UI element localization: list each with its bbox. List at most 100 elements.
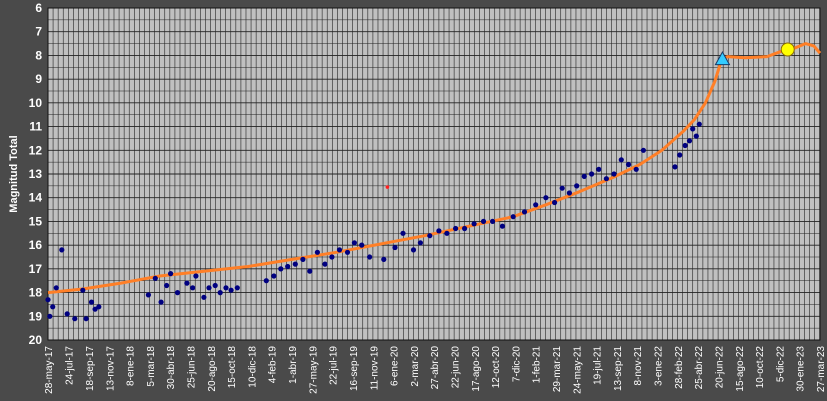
observation-point bbox=[417, 240, 423, 246]
observation-point bbox=[92, 306, 98, 312]
x-tick-label: 8-ene-18 bbox=[126, 346, 137, 386]
observation-point bbox=[234, 285, 240, 291]
observation-point bbox=[510, 214, 516, 220]
trend-line bbox=[47, 42, 822, 295]
observation-point bbox=[625, 161, 632, 168]
x-tick-label: 6-ene-20 bbox=[390, 346, 401, 386]
special-markers bbox=[385, 42, 795, 189]
observation-point bbox=[174, 290, 181, 296]
observation-point bbox=[480, 218, 487, 224]
x-tick-label: 4-feb-19 bbox=[268, 346, 279, 384]
x-tick-label: 24-may-21 bbox=[572, 346, 583, 394]
x-tick-label: 22-jun-20 bbox=[450, 346, 461, 389]
x-tick-label: 20-ago-18 bbox=[207, 346, 218, 392]
circle-marker bbox=[780, 42, 795, 57]
observation-point bbox=[381, 256, 387, 262]
x-tick-label: 15-oct-18 bbox=[227, 346, 238, 389]
x-tick-label: 13-sep-21 bbox=[613, 346, 624, 391]
y-tick-label: 15 bbox=[29, 214, 43, 228]
observation-point bbox=[285, 263, 291, 270]
observation-point bbox=[693, 133, 699, 139]
observation-point bbox=[618, 157, 624, 163]
y-tick-label: 10 bbox=[29, 96, 43, 110]
observation-point bbox=[152, 275, 158, 281]
outlier-point bbox=[385, 185, 390, 189]
x-tick-label: 27-abr-20 bbox=[430, 346, 441, 390]
observation-point bbox=[677, 152, 683, 158]
observation-point bbox=[471, 221, 477, 227]
x-tick-label: 12-oct-20 bbox=[491, 346, 502, 389]
observation-point bbox=[206, 285, 212, 291]
x-tick-label: 16-sep-19 bbox=[349, 346, 360, 391]
y-tick-label: 9 bbox=[35, 72, 42, 86]
y-tick-label: 19 bbox=[29, 309, 43, 323]
plot-border bbox=[47, 7, 821, 341]
observation-point bbox=[589, 171, 595, 177]
observation-point bbox=[201, 294, 207, 300]
y-tick-label: 14 bbox=[29, 191, 43, 205]
x-tick-label: 1-abr-19 bbox=[288, 346, 299, 384]
observation-point bbox=[145, 292, 151, 298]
observation-point bbox=[521, 209, 528, 215]
observation-point bbox=[263, 278, 269, 284]
y-tick-label: 11 bbox=[29, 120, 42, 134]
observation-point bbox=[359, 242, 365, 248]
x-tick-label: 2-mar-20 bbox=[410, 346, 421, 387]
x-tick-label: 10-oct-22 bbox=[755, 346, 766, 389]
observation-point bbox=[682, 142, 688, 149]
x-tick-label: 5-mar-18 bbox=[146, 346, 157, 387]
observation-points bbox=[45, 121, 702, 322]
grid bbox=[47, 7, 820, 341]
observation-point bbox=[453, 225, 459, 232]
observation-point bbox=[80, 287, 86, 293]
y-tick-label: 16 bbox=[29, 238, 43, 252]
x-tick-label: 7-dic-20 bbox=[511, 346, 522, 383]
observation-point bbox=[64, 311, 70, 317]
observation-point bbox=[59, 247, 65, 253]
observation-point bbox=[672, 164, 678, 170]
observation-point bbox=[307, 268, 313, 274]
x-tick-label: 19-jul-21 bbox=[593, 346, 604, 385]
x-tick-label: 13-nov-17 bbox=[105, 346, 116, 391]
observation-point bbox=[611, 171, 617, 177]
y-tick-label: 18 bbox=[29, 286, 43, 300]
observation-point bbox=[164, 282, 170, 289]
observation-point bbox=[427, 233, 433, 239]
observation-point bbox=[640, 147, 647, 153]
observation-point bbox=[533, 202, 539, 208]
y-tick-label: 6 bbox=[35, 1, 42, 15]
observation-point bbox=[217, 290, 223, 296]
observation-point bbox=[193, 273, 199, 279]
observation-point bbox=[50, 304, 56, 310]
observation-point bbox=[696, 121, 702, 127]
observation-point bbox=[278, 266, 284, 272]
x-axis-ticks: 28-may-17 24-jul-17 18-sep-17 13-nov-17 8-en… bbox=[44, 346, 827, 394]
x-tick-label: 18-sep-17 bbox=[85, 346, 96, 391]
observation-point bbox=[158, 299, 164, 305]
y-tick-label: 7 bbox=[35, 25, 42, 39]
x-tick-label: 8-nov-21 bbox=[633, 346, 644, 386]
x-tick-label: 5-dic-22 bbox=[775, 346, 786, 383]
observation-point bbox=[351, 240, 357, 246]
x-tick-label: 22-jul-19 bbox=[329, 346, 340, 385]
x-tick-label: 3-ene-22 bbox=[654, 346, 665, 386]
observation-point bbox=[292, 261, 298, 267]
observation-point bbox=[400, 230, 406, 236]
x-tick-label: 11-nov-19 bbox=[369, 346, 380, 391]
x-tick-label: 28-may-17 bbox=[44, 346, 55, 394]
observation-point bbox=[83, 316, 89, 322]
observation-point bbox=[314, 249, 320, 255]
observation-point bbox=[271, 273, 277, 279]
observation-point bbox=[633, 166, 639, 172]
observation-point bbox=[566, 190, 573, 196]
x-tick-label: 30-abr-18 bbox=[166, 346, 177, 390]
observation-point bbox=[336, 247, 343, 253]
observation-point bbox=[344, 249, 351, 255]
observation-point bbox=[168, 271, 174, 277]
triangle-marker bbox=[714, 50, 731, 66]
observation-point bbox=[559, 185, 565, 191]
observation-point bbox=[88, 299, 95, 305]
observation-point bbox=[543, 195, 549, 201]
x-tick-label: 25-jun-18 bbox=[187, 346, 198, 389]
